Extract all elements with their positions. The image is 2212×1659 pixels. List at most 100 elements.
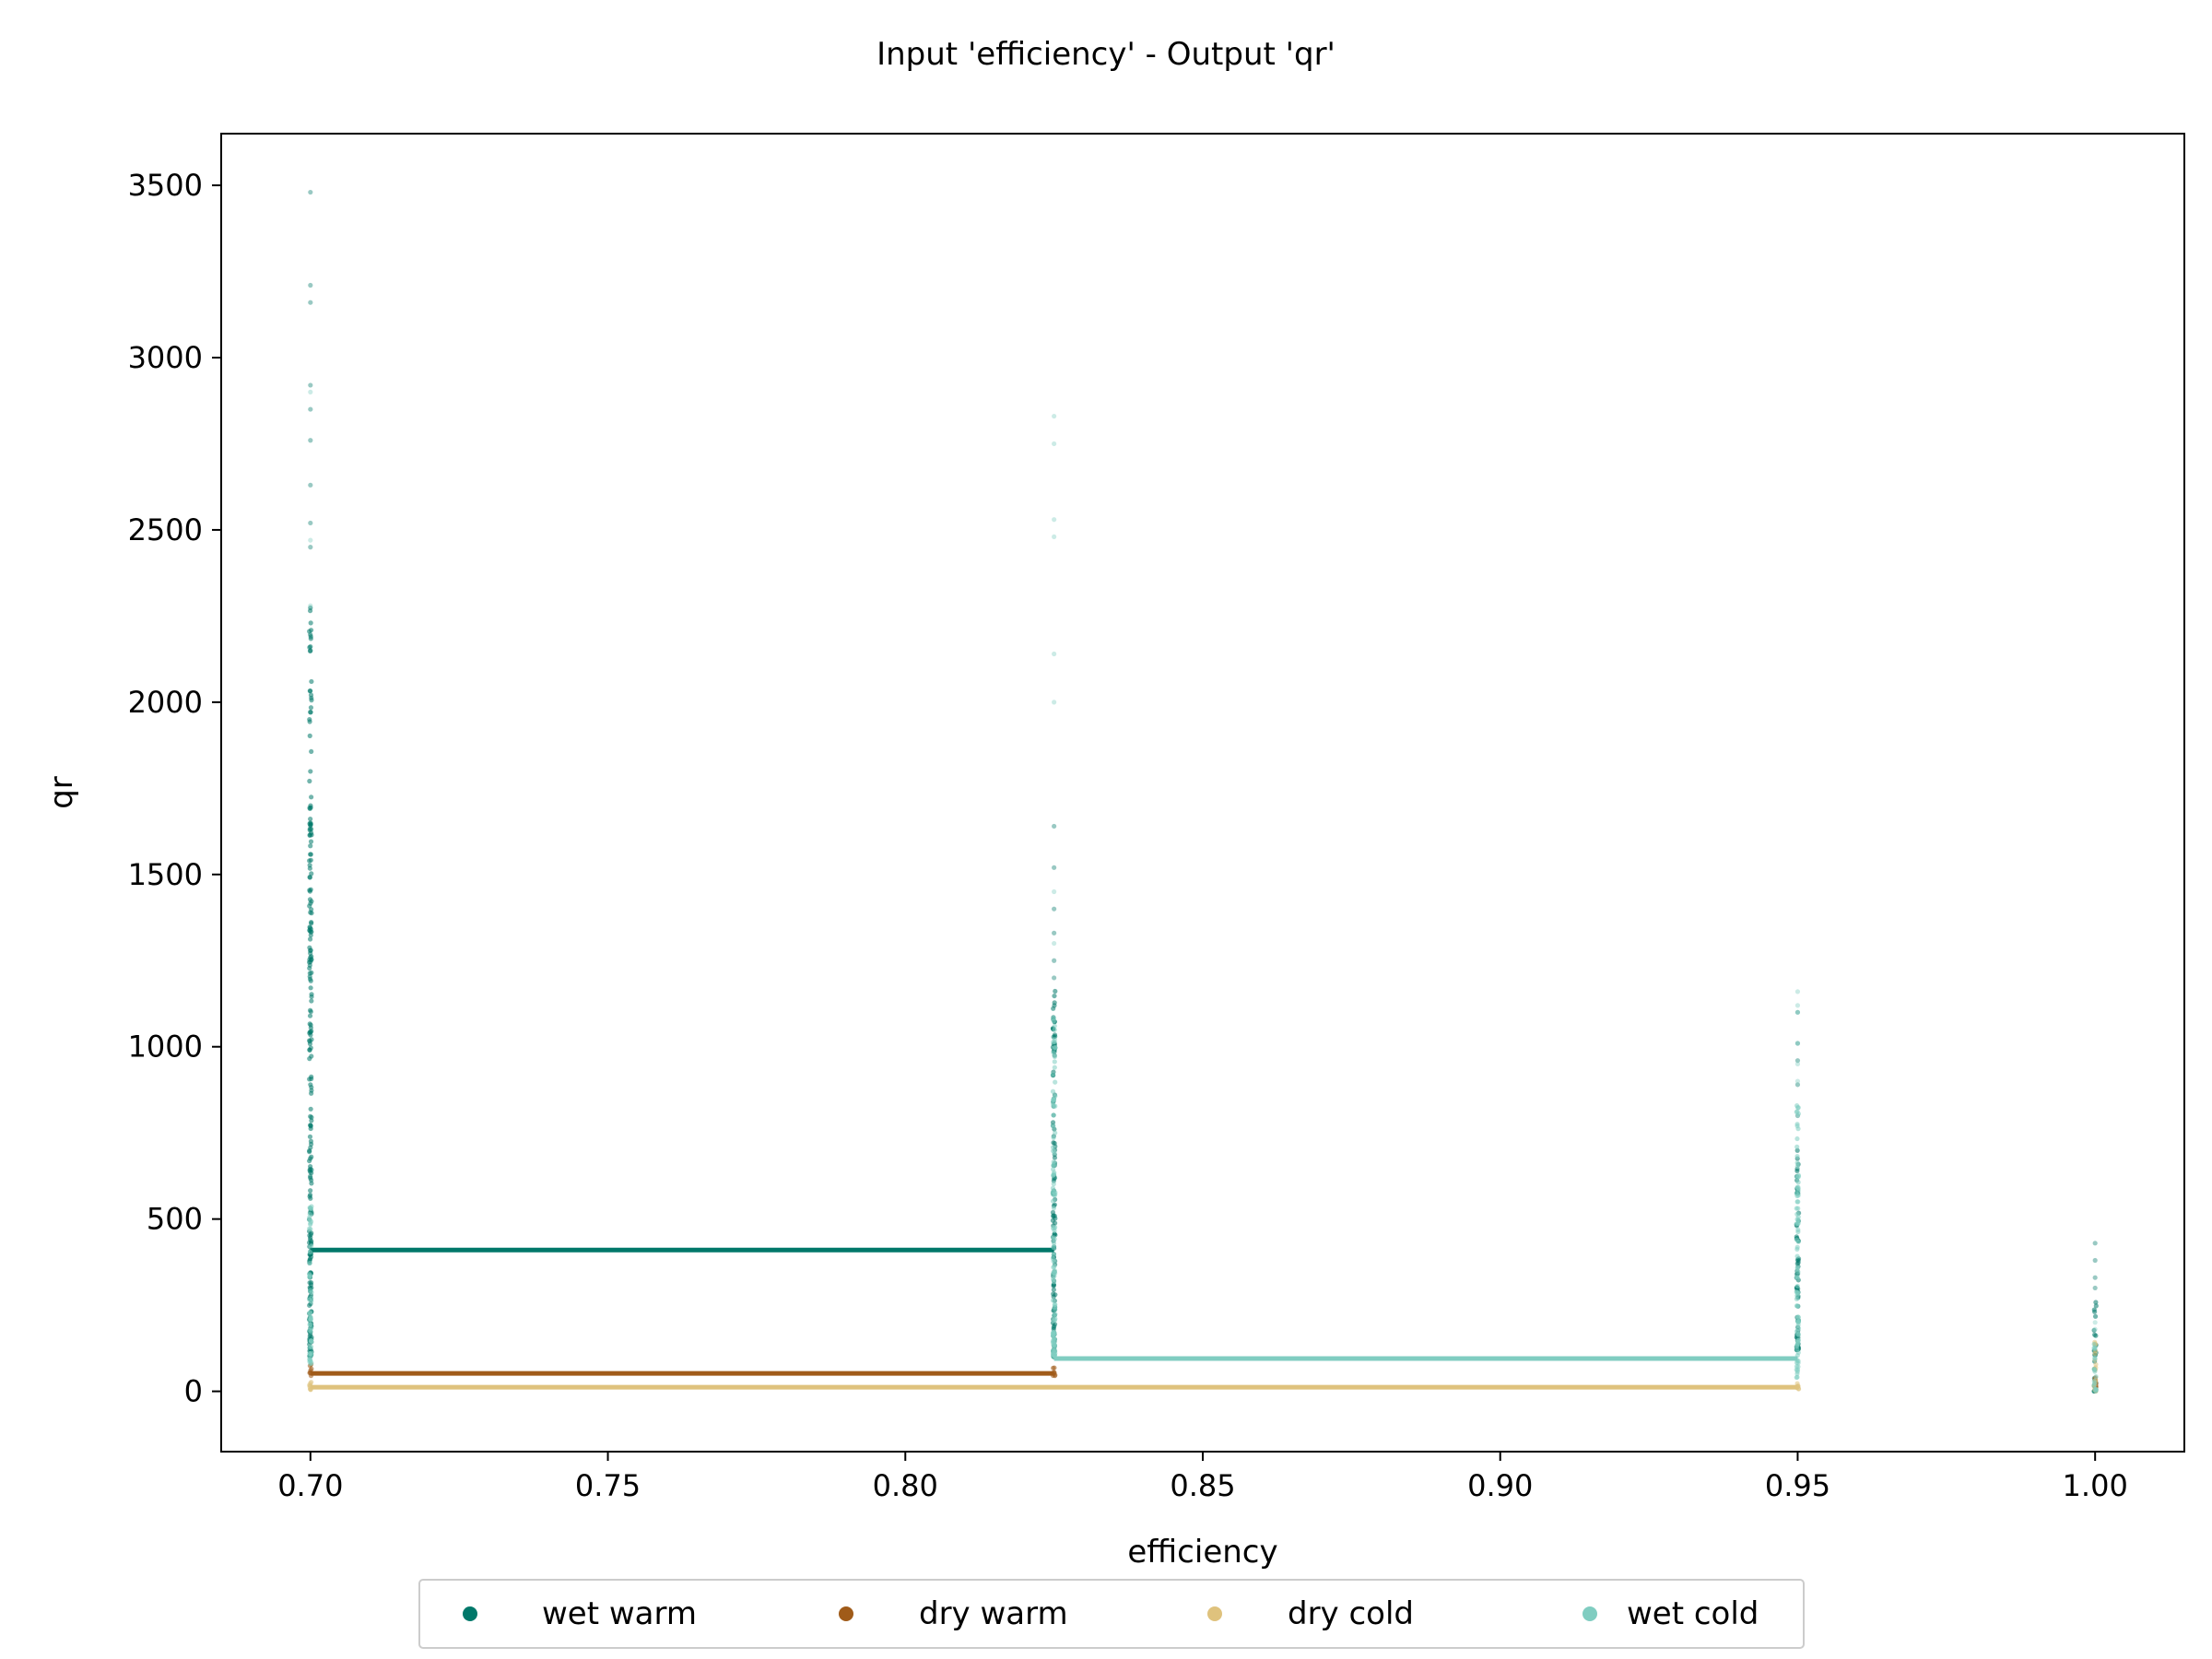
x-tick-label: 1.00 [2063,1468,2128,1503]
data-point [309,871,314,877]
data-point [307,1194,312,1199]
data-point [1051,1124,1056,1129]
plot-area [220,133,2185,1453]
data-point [2092,1320,2098,1325]
data-point [1051,1252,1056,1257]
data-point [1050,1185,1056,1191]
data-point [308,852,313,857]
data-point [1051,1112,1056,1118]
data-point [307,1021,312,1027]
data-point [1050,1198,1056,1204]
data-point [308,1125,313,1132]
data-point [307,1013,313,1018]
data-point [308,1188,313,1194]
data-point [2093,1361,2099,1368]
data-point [1794,1244,1800,1250]
data-point [309,1177,314,1183]
data-point [1794,1041,1801,1046]
data-point [1051,1354,1056,1359]
data-point [307,858,312,864]
legend-label: wet warm [542,1595,697,1632]
data-point [1794,1261,1800,1266]
data-point [308,978,313,983]
legend-marker [1583,1606,1597,1621]
data-point [309,1118,314,1124]
data-point [307,1205,312,1210]
data-point [1794,1217,1800,1222]
data-point [1051,1040,1056,1045]
data-point [1051,1016,1056,1021]
y-tick-label: 1000 [128,1030,203,1065]
data-point [1052,993,1057,999]
data-point [308,710,313,715]
data-point [307,1273,312,1278]
data-point [309,998,314,1004]
data-point [307,903,312,909]
data-point [308,300,313,305]
data-point [307,865,312,871]
data-point [1053,1192,1058,1197]
data-point [1051,1335,1057,1341]
legend-label: wet cold [1627,1595,1759,1632]
data-point [307,1038,312,1043]
x-tick-label: 0.80 [873,1468,938,1503]
data-point [308,910,313,915]
data-point [308,705,314,711]
data-point [1050,1101,1056,1107]
data-point [1052,1027,1057,1032]
data-point [307,1134,313,1139]
data-point [1052,1228,1057,1234]
data-point [1052,517,1057,523]
data-point [308,537,313,543]
data-point [1794,1381,1800,1386]
data-point [308,1220,313,1226]
data-point [1795,1331,1801,1336]
data-point [1052,940,1057,947]
data-point [307,1302,312,1308]
data-point [1794,1082,1801,1088]
x-tick-label: 0.95 [1765,1468,1830,1503]
data-point [1795,1111,1801,1117]
data-point [2091,1366,2097,1372]
data-point [1051,1331,1056,1336]
data-point [1794,1009,1801,1015]
data-point [308,1030,313,1035]
data-point [2091,1327,2097,1334]
y-tick-label: 500 [147,1202,203,1237]
data-point [1795,1220,1801,1227]
data-point [1794,1275,1800,1280]
x-axis: 0.70 0.75 0.80 0.85 0.90 0.95 1.00 [277,1452,2128,1503]
data-point [309,678,314,685]
data-point [309,794,314,800]
data-point [1053,1220,1058,1226]
data-point [1794,1003,1801,1008]
data-point [1052,1065,1057,1070]
data-point [309,748,314,755]
data-point [308,1163,313,1170]
data-point [1050,1120,1056,1125]
data-point [1052,441,1057,447]
data-point [1794,1124,1800,1129]
data-point [1052,1023,1057,1029]
data-point [1052,1000,1057,1006]
data-point [1052,1059,1057,1065]
data-point [1052,534,1057,540]
data-point [1053,988,1058,994]
data-point [309,827,314,832]
data-point [307,778,312,784]
data-point [1795,1319,1802,1324]
data-point [309,919,314,925]
data-point [1794,1344,1800,1349]
data-point [2093,1374,2099,1380]
x-tick-label: 0.70 [277,1468,343,1503]
data-point [1794,989,1801,994]
y-tick-label: 2500 [128,512,203,547]
data-point [309,1243,314,1249]
legend-marker [463,1606,477,1621]
y-tick-label: 3500 [128,168,203,203]
data-point [1051,1291,1056,1297]
data-point [1052,865,1057,870]
data-point [1051,1258,1056,1265]
data-point [308,189,313,195]
data-point [308,1373,314,1379]
